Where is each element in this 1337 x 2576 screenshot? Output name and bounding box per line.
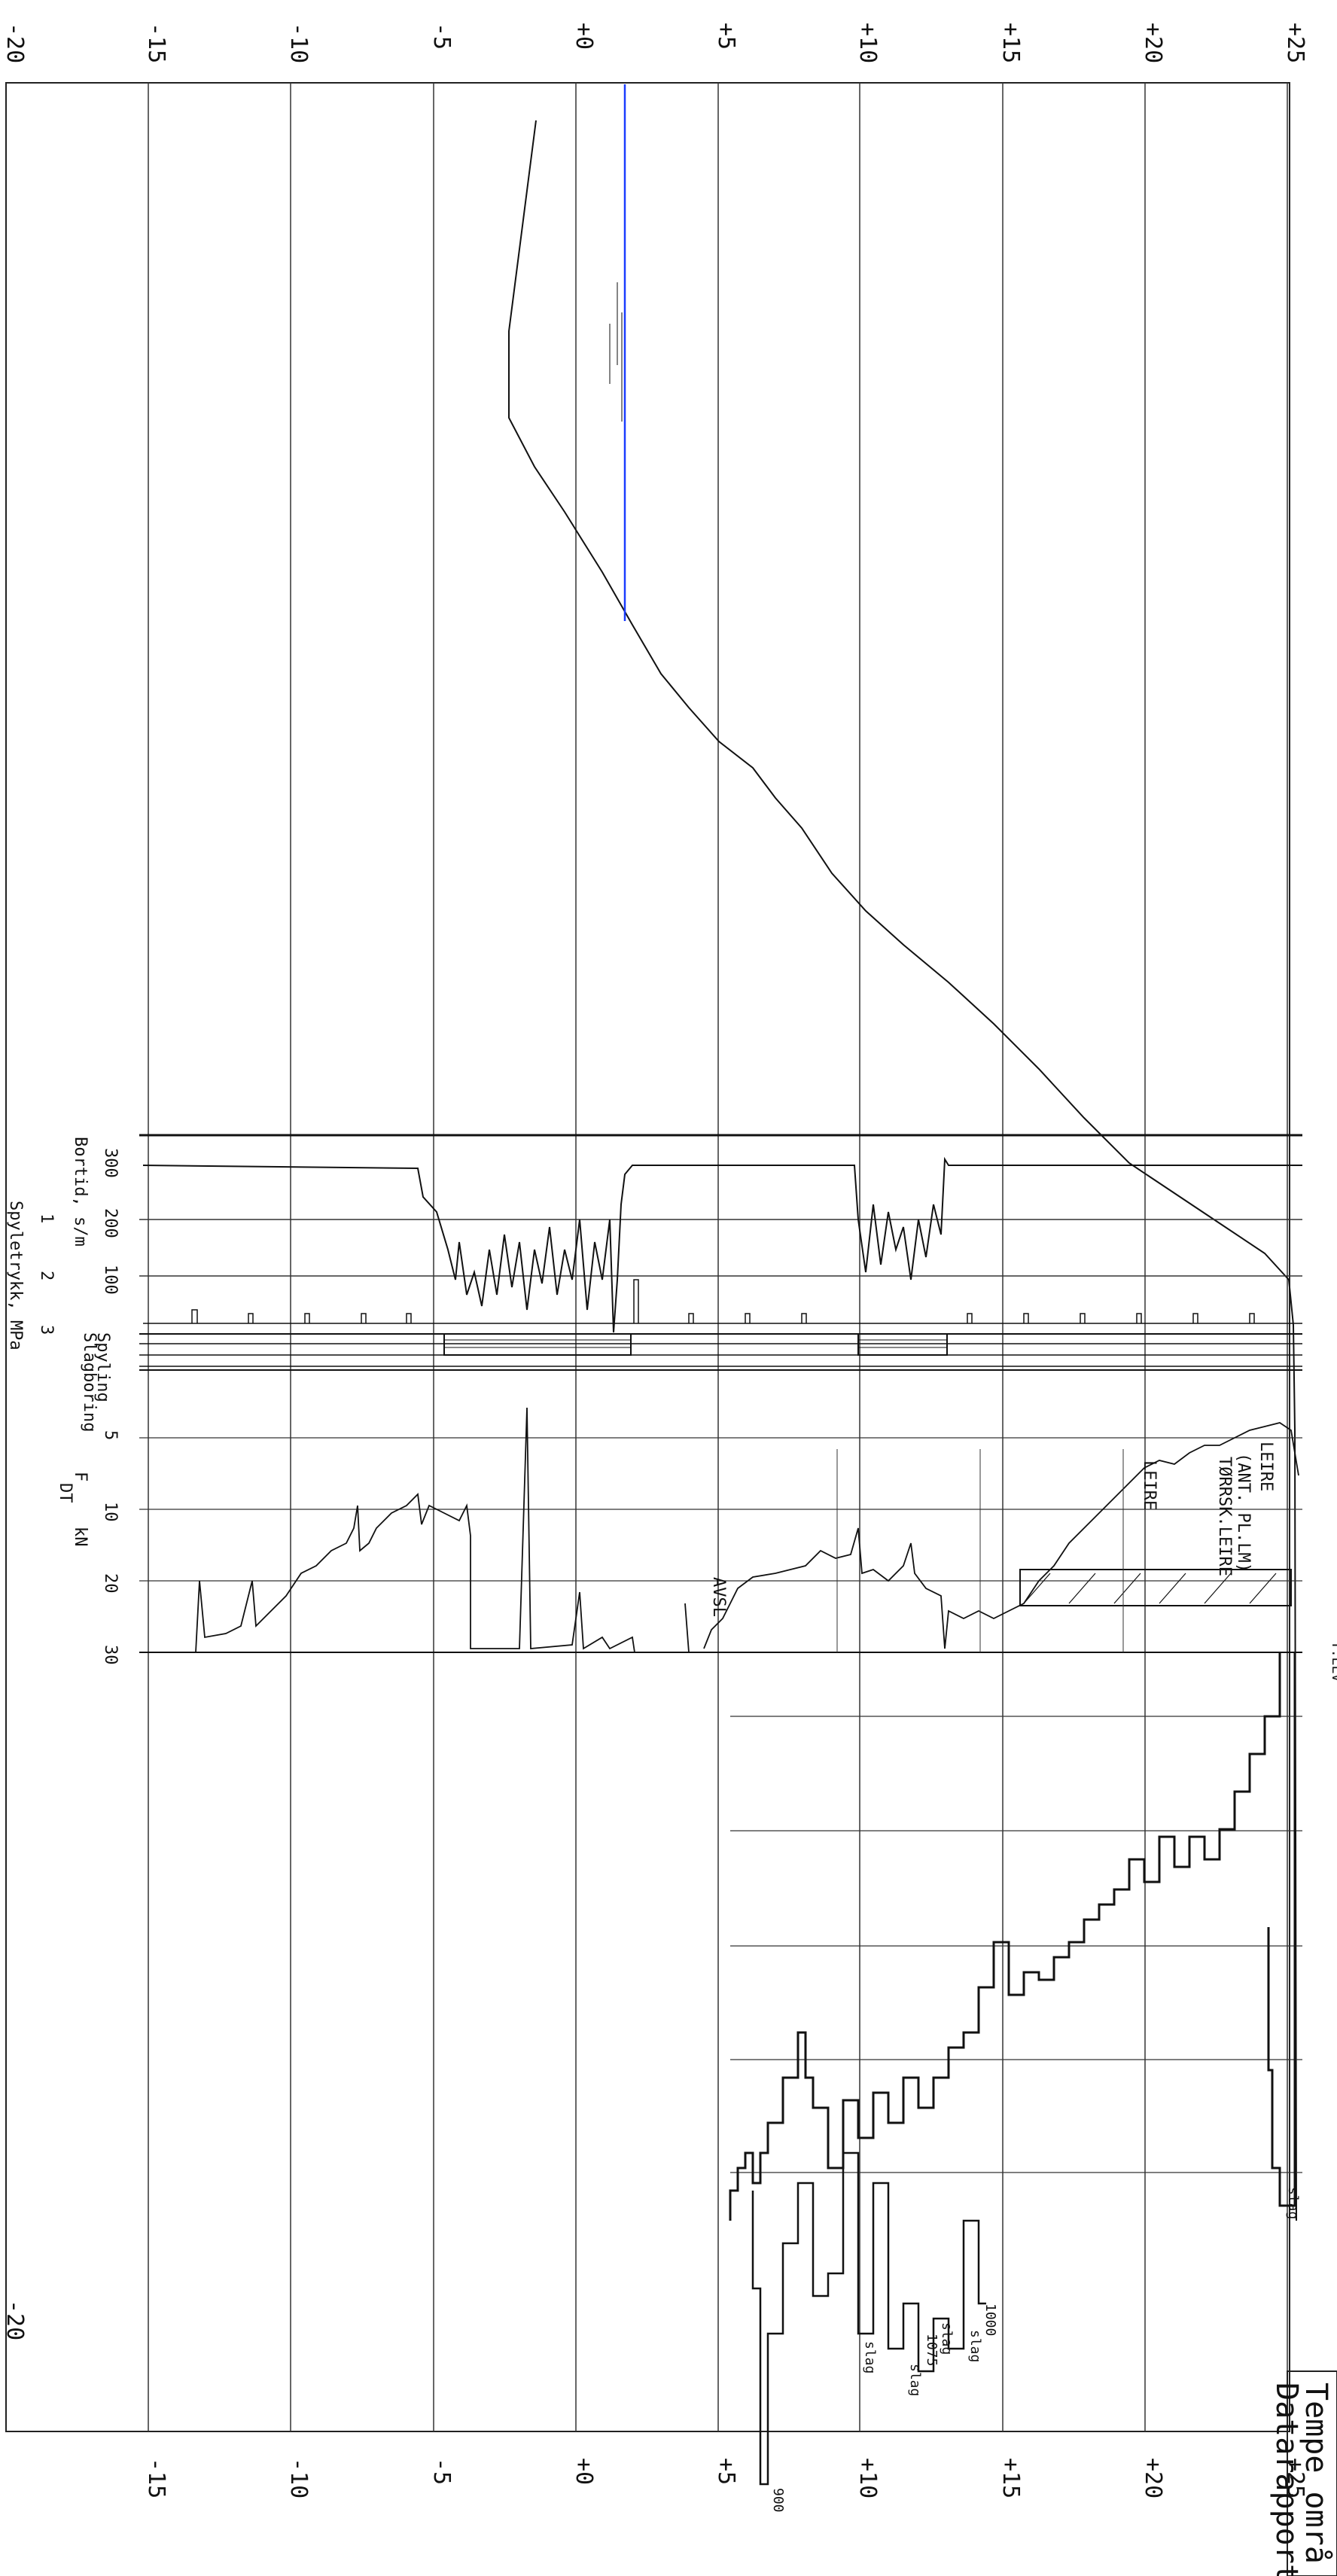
tick-bottom-10: +10 <box>854 2458 881 2498</box>
tick-top-m15: -15 <box>143 23 169 63</box>
bortid-label: Bortid, s/m <box>71 1137 90 1247</box>
bortid-tick-300: 300 <box>101 1148 120 1178</box>
penetration-curve-deep <box>751 2151 986 2486</box>
force-label-kn: kN <box>71 1527 90 1547</box>
tick-bottom-m10: -10 <box>285 2458 312 2498</box>
tick-top-20: +20 <box>1140 23 1166 63</box>
title-line-1: Tempe områ <box>1299 2383 1333 2564</box>
annotation-n-1000: 1000 <box>982 2303 998 2336</box>
tick-bottom-15: +15 <box>997 2458 1024 2498</box>
bortid-curve <box>142 1156 1302 1333</box>
spyletrykk-tick-1: 1 <box>37 1213 56 1223</box>
force-label-f: F <box>71 1472 90 1481</box>
elevation-gridlines <box>148 83 1288 2431</box>
slagboring-label: Slagboring <box>80 1332 99 1432</box>
tick-top-m5: -5 <box>428 23 455 50</box>
bottom-elevation-ticks: -20 -15 -10 -5 +0 +5 +10 +15 +20 +25 <box>2 2300 1308 2498</box>
tick-bottom-m15: -15 <box>143 2458 169 2498</box>
terrain-profile-line <box>508 120 1297 2221</box>
force-tick-10: 10 <box>101 1502 120 1522</box>
penetration-curve-main <box>729 1652 1281 2221</box>
annotation-torrsk-leire: TØRRSK.LEIRE <box>1215 1457 1234 1576</box>
annotation-leire-top: LEIRE <box>1256 1442 1275 1491</box>
tick-top-m10: -10 <box>285 23 312 63</box>
force-tick-30: 30 <box>101 1645 120 1665</box>
bortid-tick-100: 100 <box>101 1265 120 1295</box>
spyling-band-2 <box>857 1333 948 1356</box>
tick-bottom-25: +25 <box>1282 2458 1308 2498</box>
tick-top-15: +15 <box>997 23 1024 63</box>
tick-top-10: +10 <box>854 23 881 63</box>
bortid-tick-200: 200 <box>101 1208 120 1238</box>
tick-bottom-20: +20 <box>1140 2458 1166 2498</box>
drawing-frame <box>5 82 1290 2432</box>
force-curve <box>195 1407 1299 1653</box>
penetration-curve-right <box>1267 1652 1296 2207</box>
title-line-2: Datarapport <box>1269 2383 1304 2576</box>
force-label-dt: DT <box>56 1483 75 1503</box>
tick-bottom-5: +5 <box>713 2458 739 2485</box>
force-tick-5: 5 <box>101 1430 120 1440</box>
annotation-slag-4: slag <box>939 2322 955 2355</box>
bortid-panel: Bortid, s/m 300 200 100 1 2 3 Spyletrykk… <box>6 1134 1302 1432</box>
annotation-n-900: 900 <box>770 2488 786 2513</box>
tick-top-m20: -20 <box>2 23 28 63</box>
tick-top-5: +5 <box>713 23 739 50</box>
spyletrykk-tick-2: 2 <box>37 1271 56 1280</box>
soil-hatch-lines <box>1023 1573 1277 1604</box>
annotation-n-1075: 1075 <box>924 2334 940 2366</box>
annotation-slag-5: slag <box>967 2330 983 2362</box>
top-elevation-ticks: -20 -15 -10 -5 +0 +5 +10 +15 +20 +25 <box>2 23 1308 63</box>
tick-bottom-0: +0 <box>571 2458 597 2485</box>
tick-top-25: +25 <box>1282 23 1308 63</box>
water-level-marks <box>609 282 623 422</box>
annotation-ant-pl-lm: (ANT. PL.LM) <box>1234 1453 1253 1573</box>
spyling-label: Spyling <box>93 1332 112 1402</box>
annotation-terr-label: T.ELV <box>1329 1641 1337 1682</box>
spyletrykk-tick-3: 3 <box>37 1325 56 1335</box>
tick-bottom-m20: -20 <box>2 2300 28 2340</box>
tick-bottom-m5: -5 <box>428 2458 455 2485</box>
bortid-baseline-spikes <box>143 1279 1302 1324</box>
title-block: Tempe områ Datarapport <box>1269 2370 1337 2576</box>
annotation-slag-3: slag <box>907 2364 923 2396</box>
tick-top-0: +0 <box>571 23 597 50</box>
soil-hatch-box <box>1019 1569 1292 1606</box>
spyling-band-1 <box>443 1333 632 1356</box>
force-tick-20: 20 <box>101 1573 120 1594</box>
spyletrykk-label: Spyletrykk, MPa <box>6 1201 25 1350</box>
annotation-leire-2: LEIRE <box>1140 1460 1159 1510</box>
annotation-slag-2: slag <box>862 2341 878 2374</box>
annotation-slag-1: slag <box>1285 2187 1301 2219</box>
penetration-panel: slag slag slag slag slag 1000 1075 900 <box>729 1652 1302 2513</box>
annotation-avsl: AVSL <box>709 1577 728 1617</box>
force-panel: 5 10 20 30 F DT kN LEIRE (ANT. PL.LM) TØ… <box>56 1369 1337 1682</box>
